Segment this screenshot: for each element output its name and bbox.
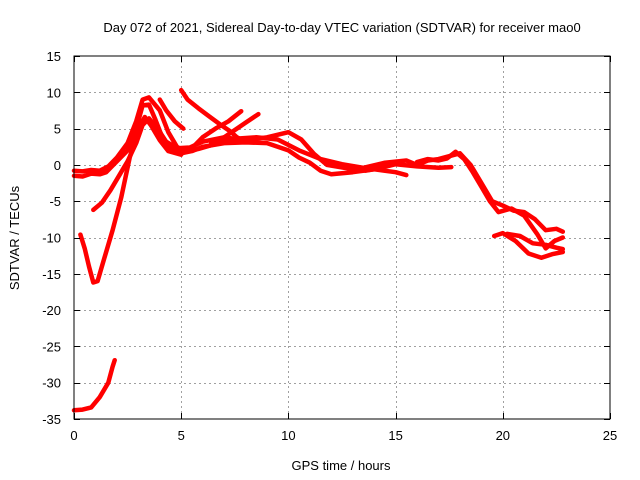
y-tick-label: -35 bbox=[42, 412, 61, 427]
series-line-arc-9 bbox=[208, 111, 261, 146]
y-tick-label: -10 bbox=[42, 231, 61, 246]
series-line-arc-8 bbox=[187, 108, 244, 153]
series-line-arc-13 bbox=[504, 231, 566, 252]
series-line-arc-2 bbox=[71, 95, 420, 174]
y-tick-label: 0 bbox=[54, 158, 61, 173]
y-tick-label: 10 bbox=[47, 85, 61, 100]
x-tick-label: 5 bbox=[178, 428, 185, 443]
y-tick-label: -5 bbox=[49, 194, 61, 209]
x-tick-label: 0 bbox=[70, 428, 77, 443]
x-axis-ticks: 0 5 10 15 20 25 bbox=[70, 56, 617, 443]
y-tick-label: -25 bbox=[42, 339, 61, 354]
y-tick-label: -30 bbox=[42, 376, 61, 391]
y-axis-label: SDTVAR / TECUs bbox=[7, 185, 22, 290]
x-tick-label: 25 bbox=[603, 428, 617, 443]
series-line-arc-4 bbox=[78, 114, 184, 285]
y-tick-label: 5 bbox=[54, 122, 61, 137]
chart-title: Day 072 of 2021, Sidereal Day-to-day VTE… bbox=[103, 20, 580, 35]
series-line-arc-5 bbox=[71, 357, 117, 413]
series-line-arc-11 bbox=[414, 149, 566, 251]
y-tick-label: -15 bbox=[42, 267, 61, 282]
y-axis-ticks: 15 10 5 0 -5 -10 -15 -20 -25 -30 -35 bbox=[42, 49, 610, 427]
series-line-arc-6 bbox=[178, 87, 248, 144]
x-axis-label: GPS time / hours bbox=[292, 458, 391, 473]
y-tick-label: -20 bbox=[42, 303, 61, 318]
plot-frame bbox=[73, 55, 611, 420]
series-line-arc-12 bbox=[491, 230, 566, 261]
x-tick-label: 10 bbox=[281, 428, 295, 443]
x-tick-label: 20 bbox=[496, 428, 510, 443]
series-line-arc-3 bbox=[91, 116, 454, 213]
data-series bbox=[71, 87, 566, 413]
grid-lines bbox=[74, 56, 610, 419]
series-line-arc-7 bbox=[157, 97, 186, 131]
y-tick-label: 15 bbox=[47, 49, 61, 64]
x-tick-label: 15 bbox=[388, 428, 402, 443]
